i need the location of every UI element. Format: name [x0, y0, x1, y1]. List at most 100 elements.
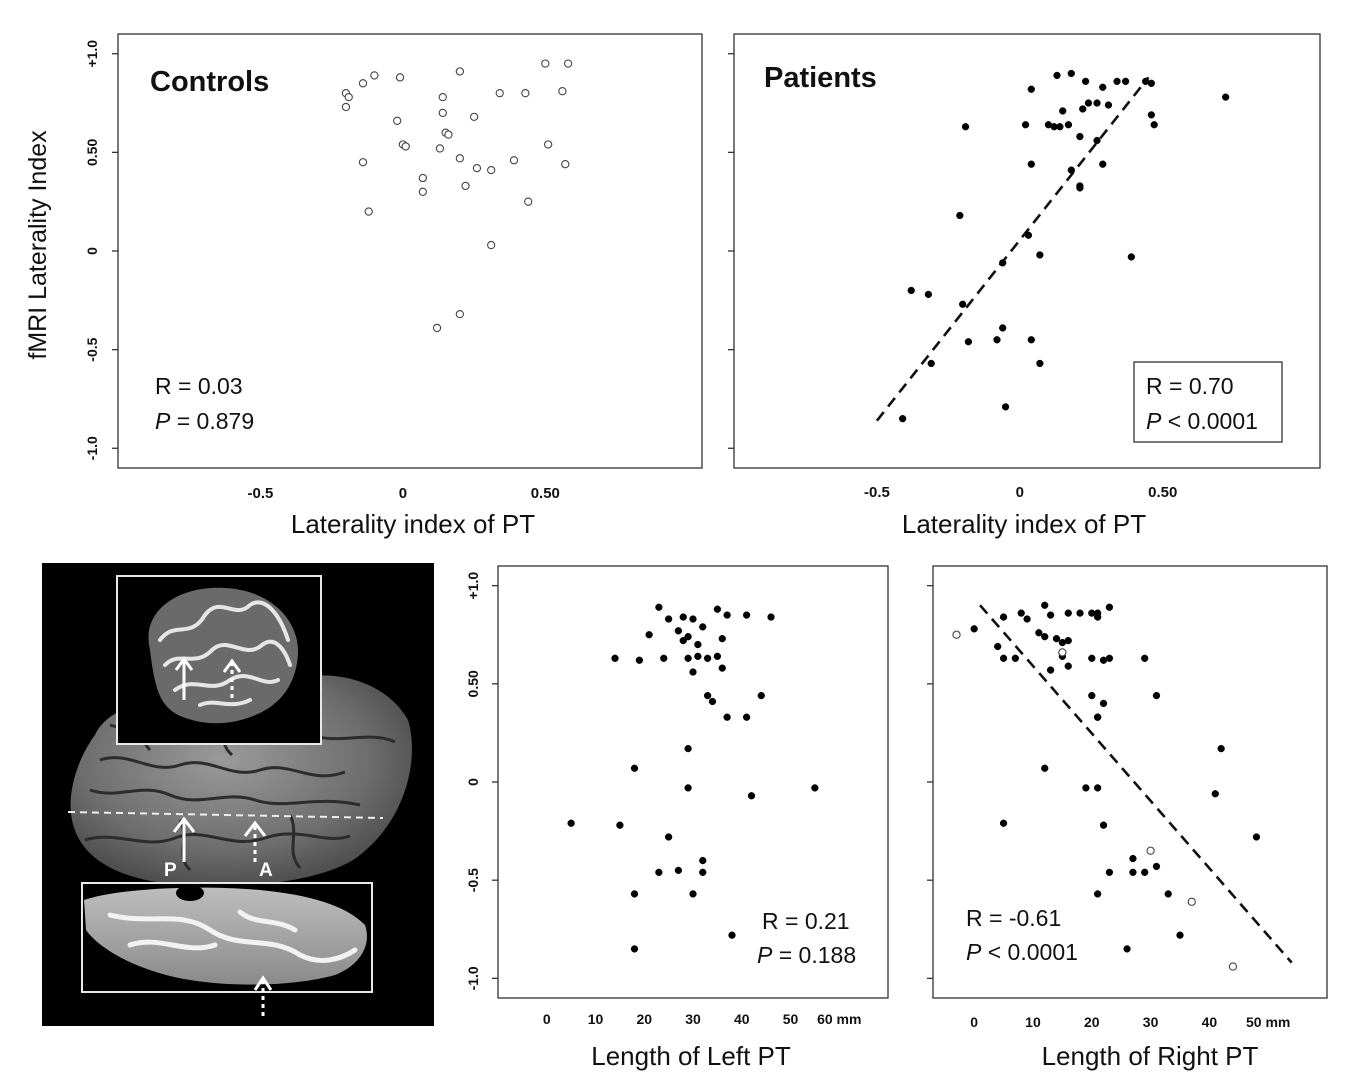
arrow-anterior-inset	[222, 658, 242, 698]
data-point	[1023, 615, 1031, 623]
data-point	[684, 633, 692, 641]
data-point	[956, 211, 964, 220]
data-point	[1082, 784, 1090, 792]
p-value: P < 0.0001	[966, 939, 1078, 965]
data-point-open	[455, 67, 465, 76]
sagittal-gyri	[158, 600, 292, 707]
data-point	[767, 613, 775, 621]
data-point	[713, 652, 722, 660]
data-point	[1088, 691, 1096, 700]
data-point-open	[395, 73, 405, 82]
arrow-anterior-main	[243, 820, 267, 862]
p-symbol: P	[757, 942, 773, 968]
data-point	[1081, 77, 1090, 85]
p-symbol: P	[155, 408, 171, 434]
data-point	[1105, 603, 1114, 611]
data-point-open	[418, 187, 427, 196]
data-point-open	[341, 102, 351, 112]
data-point-open	[541, 59, 550, 68]
data-point	[1027, 160, 1035, 168]
data-point-open	[461, 181, 470, 191]
data-point	[694, 640, 702, 649]
data-point	[1099, 699, 1108, 708]
y-tick-label: -0.5	[84, 337, 100, 361]
data-point	[1093, 136, 1101, 145]
data-point	[1147, 79, 1155, 87]
data-point	[723, 611, 731, 619]
data-point	[1105, 868, 1114, 876]
data-point	[1105, 654, 1114, 662]
arrow-axial	[253, 975, 273, 1016]
data-point	[1064, 121, 1073, 129]
x-tick-label: 30	[1143, 1014, 1159, 1030]
data-point	[630, 890, 639, 898]
data-point	[1017, 609, 1025, 617]
x-axis-label: Laterality index of PT	[291, 509, 535, 539]
data-point	[1041, 601, 1049, 609]
x-tick-label: 10	[1025, 1014, 1041, 1030]
data-point	[703, 654, 712, 662]
data-point	[674, 866, 683, 875]
data-point-open	[344, 92, 353, 102]
x-tick-labels: 0 10 20 30 40 50 60 mm	[543, 1011, 862, 1027]
data-point-open	[455, 309, 465, 319]
x-tick-label: 0.50	[531, 485, 560, 502]
data-point	[1035, 629, 1043, 637]
data-point	[899, 415, 907, 423]
data-point	[1059, 107, 1067, 115]
x-axis-label: Laterality index of PT	[902, 509, 1146, 539]
right-pt-scatter-panel: 0 10 20 30 40 50 mm R = -0.61 P < 0.0001 Leng…	[927, 565, 1328, 1071]
data-point	[703, 691, 712, 700]
p-rest: = 0.879	[170, 408, 254, 434]
x-tick-label: 20	[1084, 1014, 1100, 1030]
sagittal-slice	[148, 587, 299, 724]
data-point-open	[558, 87, 567, 96]
x-axis-label: Length of Left PT	[591, 1041, 791, 1071]
data-point	[1056, 123, 1064, 131]
data-point-open	[393, 116, 402, 125]
data-point	[1211, 790, 1219, 798]
x-tick-label: -0.5	[248, 485, 274, 502]
data-point	[1036, 251, 1044, 259]
data-point	[1076, 132, 1084, 141]
y-tick-label: 0.50	[84, 139, 100, 166]
data-point	[1113, 77, 1121, 85]
data-point	[1176, 931, 1184, 939]
p-value: P = 0.188	[757, 942, 856, 968]
p-rest: < 0.0001	[981, 939, 1078, 965]
plot-frame	[117, 33, 703, 469]
data-point	[747, 792, 756, 800]
data-point	[689, 615, 697, 623]
data-point	[635, 656, 644, 664]
data-point	[684, 744, 692, 753]
data-point	[1094, 890, 1102, 898]
data-point	[664, 615, 673, 623]
data-point	[1093, 99, 1101, 107]
data-point	[1024, 231, 1033, 239]
panel-title: Controls	[150, 66, 269, 98]
data-point-open	[469, 112, 479, 122]
data-point	[924, 290, 933, 299]
cortex-sulci	[84, 689, 396, 872]
data-point	[630, 945, 639, 953]
data-point-open	[358, 158, 368, 167]
r-value: R = 0.03	[155, 373, 243, 399]
stats-box	[1133, 361, 1283, 443]
x-tick-label: 60 mm	[817, 1011, 861, 1027]
data-point	[645, 631, 653, 639]
data-point	[970, 625, 978, 633]
data-point	[718, 635, 726, 643]
data-point	[723, 713, 731, 721]
data-point	[611, 654, 619, 662]
y-tick-label: -0.5	[465, 868, 481, 892]
data-point-open	[438, 92, 447, 102]
data-point-open	[487, 165, 496, 175]
y-tick-label: 0	[84, 247, 100, 255]
data-point	[1021, 121, 1030, 129]
data-point	[1127, 253, 1135, 261]
data-point	[1094, 613, 1102, 621]
arrow-posterior-inset	[174, 656, 194, 700]
data-point	[811, 784, 819, 792]
data-point-open	[495, 89, 504, 98]
